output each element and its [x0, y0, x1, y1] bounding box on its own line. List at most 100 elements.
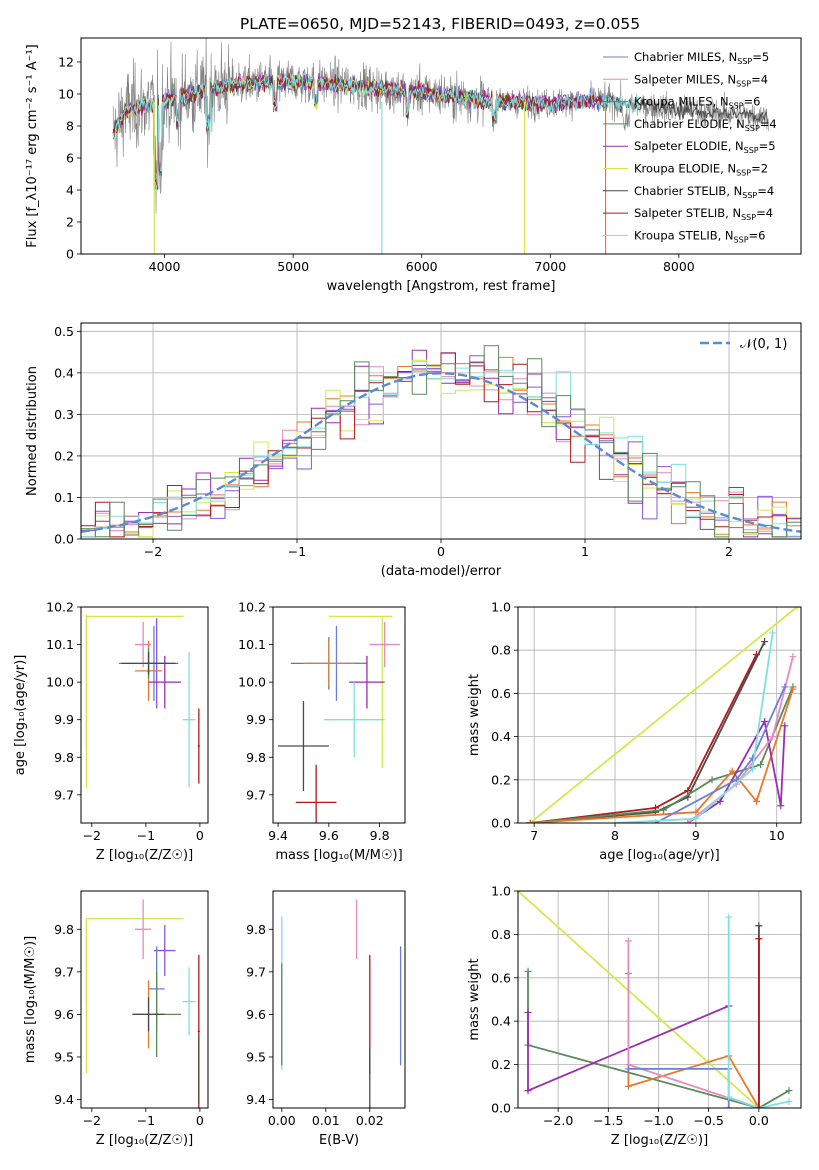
- mass-weight-marker: [789, 653, 797, 661]
- axes-frame: [80, 890, 209, 1109]
- y-tick-label: 9.8: [54, 750, 74, 765]
- mass-weight-marker: [728, 767, 736, 775]
- mass-weight-line: [655, 686, 786, 823]
- mass-weight-marker: [781, 683, 789, 691]
- residual-histogram: [81, 361, 801, 539]
- x-axis-label: Z [log₁₀(Z/Z☉)]: [96, 1133, 193, 1148]
- y-tick-label: 9.9: [246, 712, 266, 727]
- y-axis-label: mass weight: [467, 958, 482, 1040]
- x-tick-label: 9.6: [319, 828, 339, 843]
- spectrum-model-line: [112, 71, 641, 190]
- legend-entry: Kroupa MILES, NSSP=6: [634, 95, 760, 111]
- y-tick-label: 9.4: [246, 1092, 266, 1107]
- x-tick-label: −1.0: [643, 1113, 673, 1128]
- mass-weight-marker: [785, 1097, 793, 1105]
- mass-weight-line: [529, 607, 798, 823]
- mass-weight-marker: [785, 1087, 793, 1095]
- plot-area-age_vs_mass: [278, 615, 400, 823]
- plot-area-age_vs_Z: [85, 614, 200, 789]
- y-tick-label: 10.2: [238, 600, 266, 615]
- y-tick-label: 0.8: [491, 643, 511, 658]
- plot-area-mass_vs_EBV: [281, 899, 402, 1108]
- x-tick-label: 0: [196, 1113, 204, 1128]
- y-axis-label: Flux [f_λ10⁻¹⁷ erg cm⁻² s⁻¹ A⁻¹]: [25, 44, 40, 248]
- axes-frame: [272, 606, 406, 824]
- mass-weight-line: [530, 641, 766, 823]
- x-axis-label: Z [log₁₀(Z/Z☉)]: [96, 848, 193, 863]
- axes-frame: [272, 890, 406, 1109]
- x-tick-label: 7000: [534, 259, 566, 274]
- mass-weight-marker: [761, 638, 769, 646]
- x-tick-label: 4000: [149, 259, 181, 274]
- y-tick-label: 10: [58, 87, 74, 102]
- y-tick-label: 9.8: [246, 750, 266, 765]
- mass-weight-marker: [692, 815, 700, 823]
- legend-entry: Salpeter STELIB, NSSP=4: [634, 206, 773, 222]
- y-tick-label: 9.5: [54, 1049, 74, 1064]
- mass-weight-marker: [624, 1082, 632, 1090]
- mass-weight-marker: [755, 935, 763, 943]
- y-tick-label: 9.4: [54, 1092, 74, 1107]
- y-tick-label: 0.6: [491, 970, 511, 985]
- x-axis-label: E(B-V): [319, 1133, 359, 1148]
- y-axis-label: Normed distribution: [25, 366, 40, 496]
- legend-entry: Chabrier STELIB, NSSP=4: [634, 184, 774, 200]
- spectrum-legend: Chabrier MILES, NSSP=5 Salpeter MILES, NS…: [603, 50, 777, 244]
- x-tick-label: −1: [137, 1113, 155, 1128]
- mass-weight-marker: [708, 776, 716, 784]
- x-tick-label: 7: [530, 828, 538, 843]
- y-tick-label: 0.3: [54, 407, 74, 422]
- mass-weight-marker: [524, 1087, 532, 1095]
- axes-frame: [80, 322, 802, 540]
- x-tick-label: 0.00: [268, 1113, 296, 1128]
- x-tick-label: 9: [692, 828, 700, 843]
- mass-weight-line: [518, 891, 760, 1108]
- axes-frame: [80, 606, 209, 824]
- x-tick-label: 10: [769, 828, 785, 843]
- x-tick-label: −2: [83, 828, 101, 843]
- mass-weight-marker: [524, 1009, 532, 1017]
- y-tick-label: 2: [66, 215, 74, 230]
- y-tick-label: 0.2: [54, 448, 74, 463]
- y-tick-label: 0.8: [491, 927, 511, 942]
- x-tick-label: 0.01: [312, 1113, 340, 1128]
- normal-curve: [81, 372, 801, 533]
- axes-frame: [517, 606, 802, 824]
- x-axis-label: wavelength [Angstrom, rest frame]: [327, 279, 556, 294]
- mass-weight-marker: [660, 806, 668, 814]
- y-tick-label: 9.7: [54, 787, 74, 802]
- legend-entry: Chabrier MILES, NSSP=5: [634, 50, 769, 66]
- plot-area-spectrum: [112, 38, 770, 254]
- mass-weight-marker: [624, 937, 632, 945]
- x-tick-label: −1.5: [593, 1113, 623, 1128]
- y-tick-label: 1.0: [491, 884, 511, 899]
- mass-weight-marker: [748, 765, 756, 773]
- y-tick-label: 10.2: [46, 600, 74, 615]
- mass-weight-marker: [524, 967, 532, 975]
- y-tick-label: 9.5: [246, 1049, 266, 1064]
- mass-weight-line: [628, 1068, 730, 1108]
- y-tick-label: 0.0: [54, 532, 74, 547]
- y-tick-label: 0.0: [491, 1101, 511, 1116]
- legend-entry: Salpeter ELODIE, NSSP=5: [634, 139, 776, 155]
- x-axis-label: Z [log₁₀(Z/Z☉)]: [611, 1133, 708, 1148]
- legend-entry: Chabrier ELODIE, NSSP=4: [634, 117, 777, 133]
- mass-weight-marker: [716, 797, 724, 805]
- plot-area-residuals: [81, 345, 801, 539]
- legend-entry: Kroupa STELIB, NSSP=6: [634, 228, 765, 244]
- y-tick-label: 0: [66, 247, 74, 262]
- mass-weight-marker: [789, 685, 797, 693]
- mass-weight-marker: [611, 819, 619, 823]
- legend-entry: 𝒩(0, 1): [740, 337, 787, 352]
- mass-weight-marker: [725, 913, 733, 921]
- y-tick-label: 9.8: [54, 922, 74, 937]
- axes-residuals: −2 −1 0 1 2 0.0 0.1 0.2 0.3 0.4 0.5 (data-model)/er…: [25, 322, 802, 579]
- axes-weight_vs_Z: −2.0 −1.5 −1.0 −0.5 0.0 0.0 0.2 0.4 0.6 0.8 1.0 Z […: [467, 884, 802, 1148]
- x-axis-label: age [log₁₀(age/yr)]: [599, 848, 720, 863]
- mass-weight-marker: [725, 1093, 733, 1101]
- y-tick-label: 4: [66, 183, 74, 198]
- y-tick-label: 0.1: [54, 490, 74, 505]
- y-tick-label: 0.5: [54, 324, 74, 339]
- y-tick-label: 0.4: [491, 729, 511, 744]
